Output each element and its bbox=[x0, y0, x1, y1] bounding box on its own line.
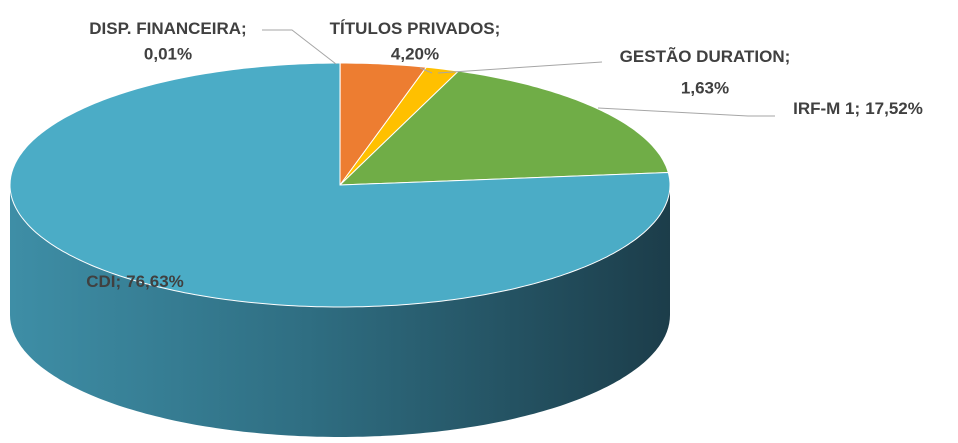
data-label-value: 1,63% bbox=[681, 78, 729, 97]
label-name: DISP. FINANCEIRA bbox=[89, 19, 241, 38]
label-name: IRF-M 1 bbox=[793, 99, 854, 118]
slice bbox=[9, 62, 671, 308]
label-separator: ; bbox=[115, 272, 121, 291]
label-value: 76,63% bbox=[126, 272, 184, 291]
leader-line bbox=[419, 67, 433, 74]
data-label-value: 4,20% bbox=[391, 44, 439, 63]
leader-line bbox=[262, 29, 337, 65]
slice bbox=[339, 62, 428, 187]
data-labels: DISP. FINANCEIRA; 0,01% TÍTULOS PRIVADOS; 4… bbox=[86, 19, 923, 291]
slice-side bbox=[10, 185, 670, 437]
data-label: GESTÃO DURATION; bbox=[620, 46, 791, 66]
slice bbox=[338, 70, 669, 186]
data-label-value: 0,01% bbox=[144, 44, 192, 63]
label-name: GESTÃO DURATION bbox=[620, 46, 785, 66]
label-separator: ; bbox=[495, 19, 501, 38]
data-label: TÍTULOS PRIVADOS; bbox=[330, 19, 501, 38]
label-separator: ; bbox=[241, 19, 247, 38]
data-label: CDI; 76,63% bbox=[86, 272, 184, 291]
label-separator: ; bbox=[855, 99, 861, 118]
data-label: DISP. FINANCEIRA; bbox=[89, 19, 246, 38]
slice bbox=[339, 66, 460, 186]
label-value: 17,52% bbox=[865, 99, 923, 118]
leader-line bbox=[437, 61, 603, 74]
data-label: IRF-M 1; 17,52% bbox=[793, 99, 923, 118]
pie-sides bbox=[10, 185, 670, 437]
label-name: TÍTULOS PRIVADOS bbox=[330, 19, 495, 38]
leader-line bbox=[597, 107, 775, 117]
label-separator: ; bbox=[785, 47, 791, 66]
pie-tops bbox=[9, 62, 671, 308]
label-name: CDI bbox=[86, 272, 115, 291]
